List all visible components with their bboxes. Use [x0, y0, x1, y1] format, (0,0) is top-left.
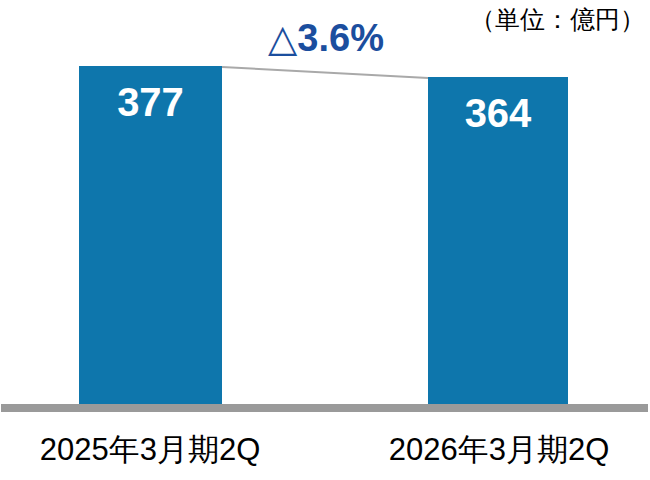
connector-line — [222, 67, 428, 78]
bar-value-label: 377 — [79, 82, 222, 122]
category-label-2025: 2025年3月期2Q — [40, 432, 261, 468]
x-axis-baseline — [1, 404, 648, 412]
bar-2026-3q2: 364 — [428, 77, 568, 405]
bar-chart-canvas: （単位：億円） △3.6% 377 364 2025年3月期2Q 2026年3月… — [0, 0, 650, 480]
category-label-2026: 2026年3月期2Q — [389, 432, 610, 468]
bar-value-label: 364 — [428, 93, 568, 133]
bar-2025-3q2: 377 — [79, 66, 222, 405]
